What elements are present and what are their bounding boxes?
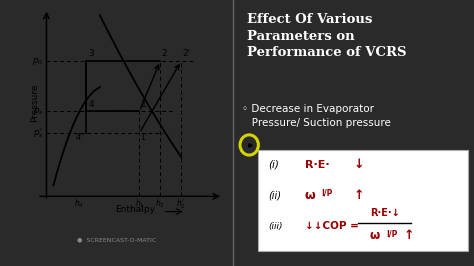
Text: $h_2'$: $h_2'$	[176, 197, 186, 211]
Text: $h_4$: $h_4$	[74, 197, 84, 210]
Text: $p_s$: $p_s$	[33, 106, 44, 117]
Text: $p_s'$: $p_s'$	[33, 126, 44, 140]
Text: Effect Of Various
Parameters on
Performance of VCRS: Effect Of Various Parameters on Performa…	[247, 13, 406, 59]
Text: 2: 2	[162, 49, 167, 58]
Text: $p_0$: $p_0$	[32, 56, 44, 66]
Text: I/P: I/P	[322, 188, 333, 197]
Text: $h_1$: $h_1$	[135, 197, 144, 210]
Text: ↑: ↑	[353, 189, 364, 202]
Text: 1': 1'	[140, 132, 147, 142]
Text: I/P: I/P	[386, 230, 398, 239]
Text: 4: 4	[88, 100, 94, 109]
Text: 4'': 4''	[75, 132, 85, 142]
Text: R·E·↓: R·E·↓	[370, 208, 400, 218]
Text: R·E·: R·E·	[305, 160, 329, 170]
Text: ↑: ↑	[403, 229, 414, 242]
Text: ↓: ↓	[353, 159, 364, 171]
Text: ●  SCREENCAST-O-MATIC: ● SCREENCAST-O-MATIC	[76, 237, 156, 242]
Text: (ii): (ii)	[268, 190, 282, 201]
Text: Pressure: Pressure	[30, 83, 39, 122]
FancyBboxPatch shape	[258, 150, 468, 251]
Text: 3: 3	[88, 49, 94, 58]
Text: Enthalpy: Enthalpy	[115, 205, 155, 214]
Text: ω: ω	[305, 189, 316, 202]
Text: $h_2$: $h_2$	[155, 197, 165, 210]
Text: 2': 2'	[182, 49, 191, 58]
Text: (iii): (iii)	[268, 222, 283, 231]
Text: ↓↓COP =: ↓↓COP =	[305, 221, 362, 231]
Text: ω: ω	[370, 229, 380, 242]
Text: ◦ Decrease in Evaporator
   Pressure/ Suction pressure: ◦ Decrease in Evaporator Pressure/ Sucti…	[242, 104, 391, 128]
Text: (i): (i)	[268, 160, 279, 170]
Text: 1: 1	[140, 100, 146, 109]
